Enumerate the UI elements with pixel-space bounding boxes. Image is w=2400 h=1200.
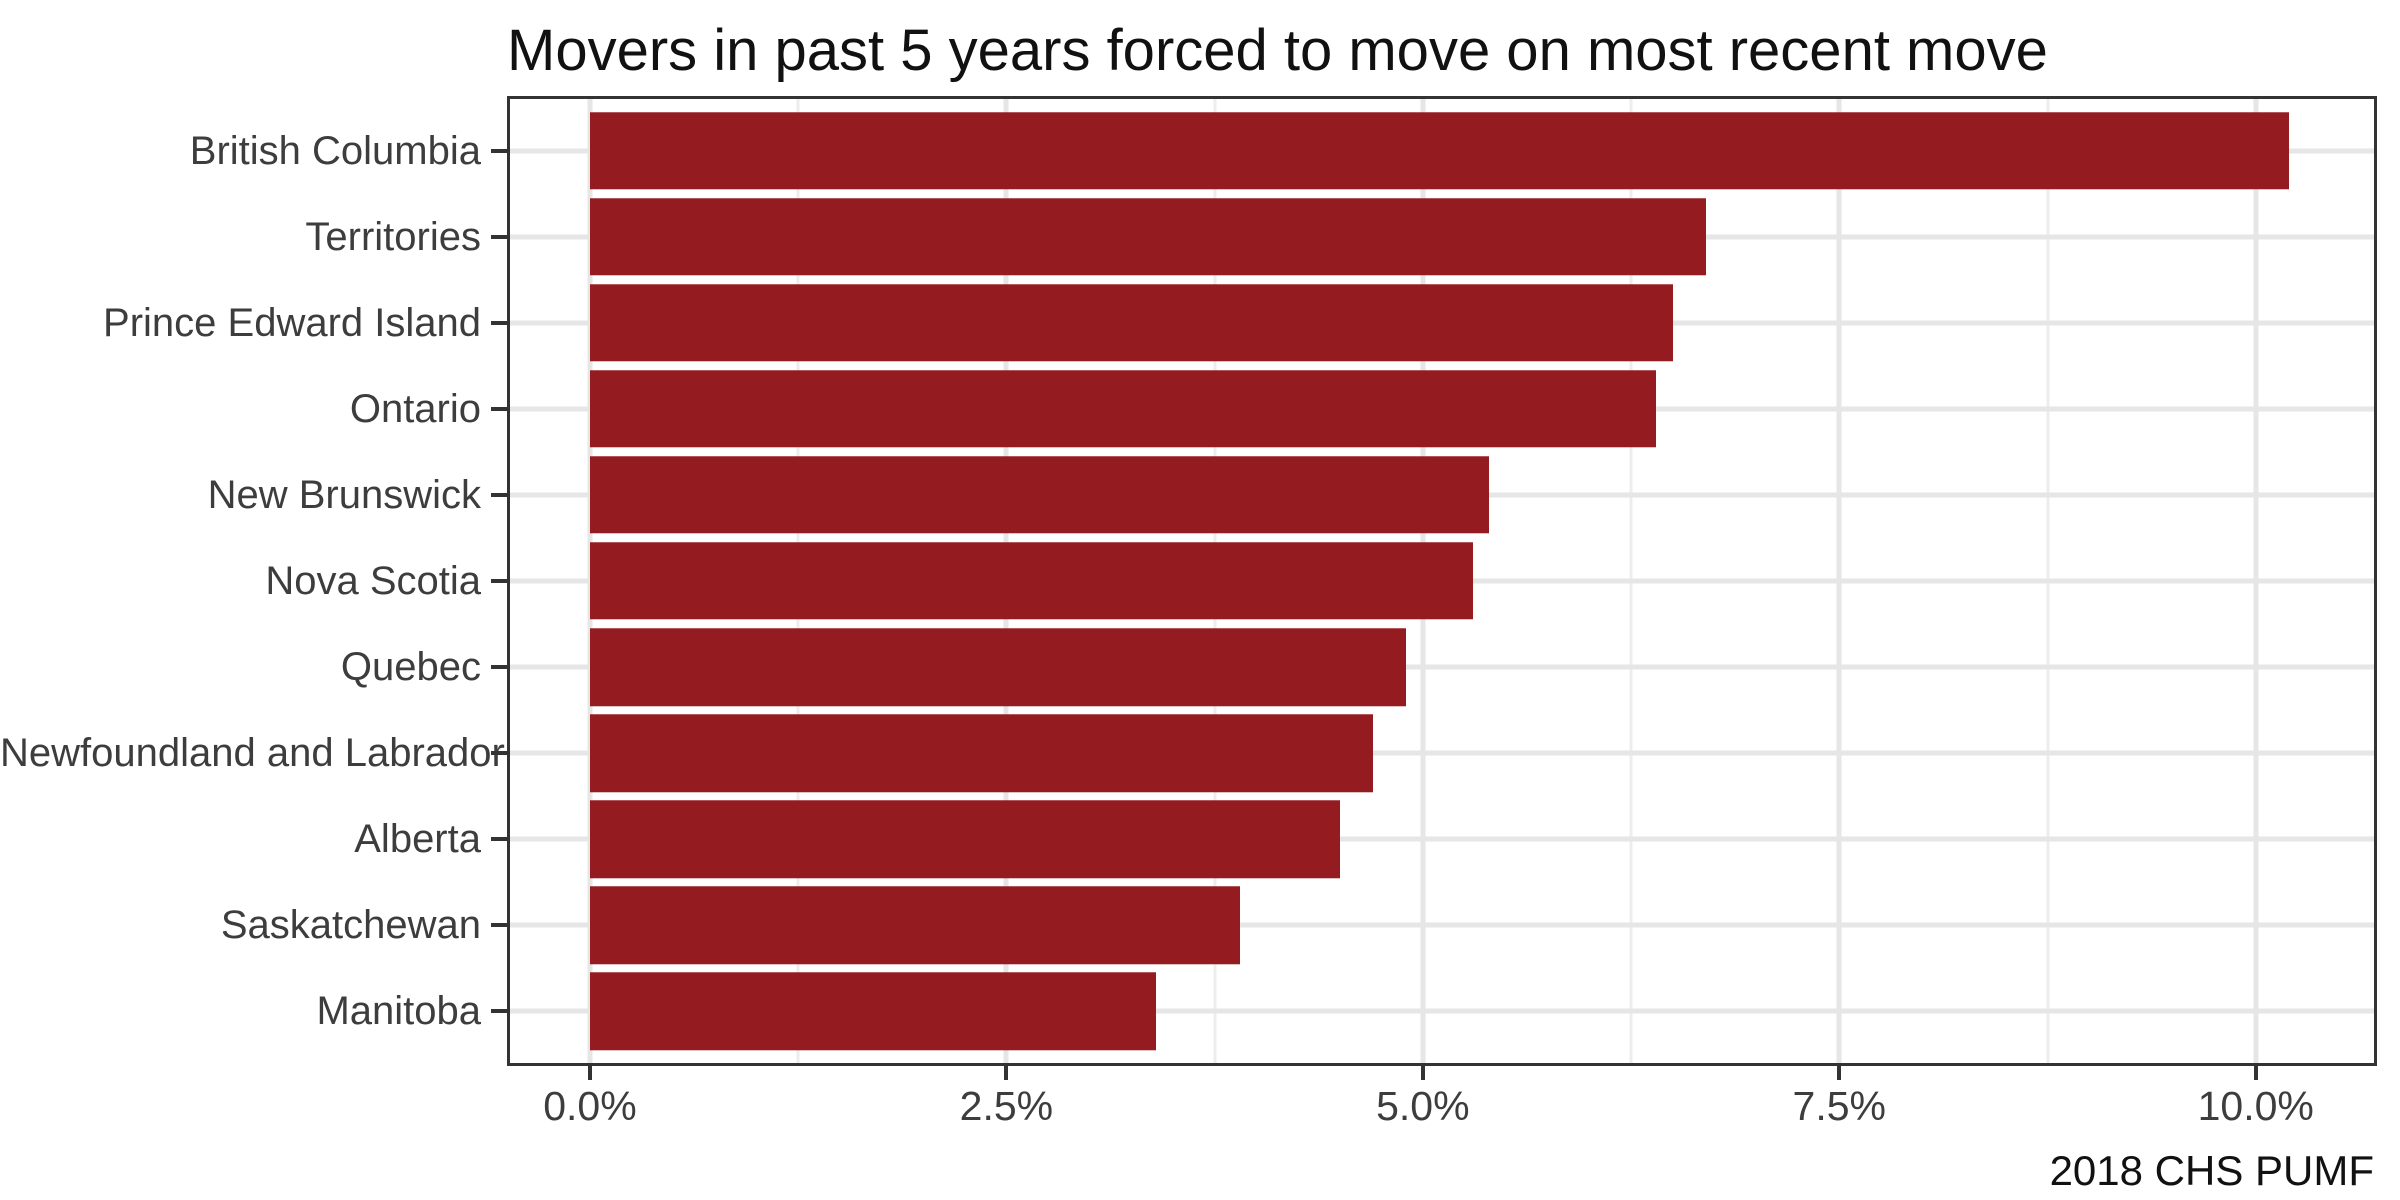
y-axis: British Columbia Territories Prince Edward… — [0, 99, 507, 1063]
y-axis-tick — [491, 320, 507, 325]
y-axis-tick — [491, 665, 507, 670]
y-axis-label: Nova Scotia — [265, 559, 481, 603]
chart-title: Movers in past 5 years forced to move on… — [507, 18, 2048, 83]
y-axis-label: Prince Edward Island — [103, 300, 481, 345]
y-axis-label: Ontario — [349, 386, 481, 431]
y-axis-tick — [491, 148, 507, 153]
y-axis-tick — [491, 1009, 507, 1014]
x-axis-tick — [2253, 1066, 2258, 1080]
bar-ontario — [589, 370, 1657, 448]
y-axis-tick — [491, 579, 507, 583]
x-axis-tick — [1004, 1066, 1009, 1080]
y-axis-label: British Columbia — [189, 128, 481, 173]
plot-panel — [507, 96, 2377, 1066]
y-axis-label: Quebec — [340, 645, 481, 690]
bar-quebec — [589, 628, 1407, 706]
row-gridline — [510, 922, 2374, 928]
bar-british-columbia — [589, 111, 2290, 190]
bar-saskatchewan — [589, 886, 1240, 965]
source-caption: 2018 CHS PUMF — [2049, 1147, 2374, 1194]
x-axis-tick-label: 0.0% — [543, 1083, 637, 1129]
y-axis-tick — [491, 751, 507, 756]
bar-newfoundland-and-labrador — [589, 714, 1373, 792]
row-gridline — [510, 664, 2374, 670]
y-axis-label: Alberta — [354, 817, 481, 862]
y-axis-tick — [491, 923, 507, 928]
x-axis-tick-label: 7.5% — [1792, 1083, 1887, 1129]
y-axis-label: Saskatchewan — [220, 903, 481, 948]
x-axis-tick-label: 2.5% — [959, 1083, 1054, 1129]
y-axis-label: Newfoundland and Labrador — [0, 731, 505, 776]
y-axis-tick — [491, 406, 507, 411]
x-axis-tick-label: 10.0% — [2197, 1083, 2314, 1129]
y-axis-tick — [491, 492, 507, 497]
row-gridline — [510, 1008, 2374, 1014]
row-gridline — [510, 836, 2374, 842]
bar-nova-scotia — [589, 542, 1473, 620]
y-axis-tick — [491, 837, 507, 842]
bar-manitoba — [589, 972, 1157, 1051]
x-axis: 0.0% 2.5% 5.0% 7.5% 10.0% — [510, 1066, 2374, 1196]
x-axis-tick — [587, 1066, 592, 1080]
y-axis-tick — [491, 234, 507, 239]
x-axis-tick-label: 5.0% — [1376, 1083, 1470, 1129]
bar-alberta — [589, 800, 1340, 878]
bar-prince-edward-island — [589, 284, 1673, 362]
row-gridline — [510, 750, 2374, 756]
y-axis-label: Territories — [305, 214, 481, 259]
y-axis-label: New Brunswick — [207, 472, 481, 517]
bar-territories — [589, 197, 1707, 276]
x-axis-tick — [1420, 1066, 1425, 1080]
y-axis-label: Manitoba — [316, 989, 481, 1034]
x-axis-tick — [1837, 1066, 1842, 1080]
bar-new-brunswick — [589, 456, 1490, 534]
